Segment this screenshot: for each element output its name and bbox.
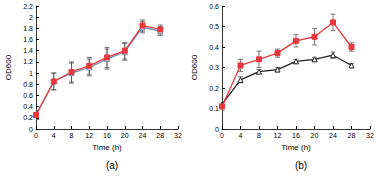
svg-text:0.4: 0.4 [209, 44, 219, 51]
svg-text:4: 4 [239, 132, 243, 139]
svg-text:32: 32 [366, 132, 374, 139]
svg-text:0.5: 0.5 [209, 23, 219, 30]
svg-text:20: 20 [311, 132, 319, 139]
svg-text:4: 4 [52, 132, 56, 139]
svg-text:0.4: 0.4 [23, 103, 33, 110]
svg-text:2: 2 [29, 14, 33, 21]
svg-text:0.2: 0.2 [209, 85, 219, 92]
svg-text:0: 0 [215, 126, 219, 133]
svg-text:OD600: OD600 [190, 54, 199, 80]
svg-text:1.2: 1.2 [23, 58, 33, 65]
svg-text:1: 1 [29, 70, 33, 77]
svg-text:16: 16 [292, 132, 300, 139]
svg-text:1.6: 1.6 [23, 36, 33, 43]
svg-text:(a): (a) [106, 160, 118, 171]
svg-text:28: 28 [348, 132, 356, 139]
svg-text:(b): (b) [295, 160, 307, 171]
svg-text:2.2: 2.2 [23, 3, 33, 10]
svg-text:OD600: OD600 [4, 54, 13, 80]
svg-text:0: 0 [34, 132, 38, 139]
svg-text:1.4: 1.4 [23, 47, 33, 54]
svg-text:24: 24 [329, 132, 337, 139]
svg-text:24: 24 [139, 132, 147, 139]
svg-text:12: 12 [274, 132, 282, 139]
svg-text:0.6: 0.6 [209, 3, 219, 10]
svg-text:16: 16 [103, 132, 111, 139]
svg-text:28: 28 [156, 132, 164, 139]
svg-text:Time (h): Time (h) [281, 143, 311, 152]
svg-text:0.3: 0.3 [209, 64, 219, 71]
svg-text:0.2: 0.2 [23, 114, 33, 121]
svg-text:0: 0 [29, 126, 33, 133]
svg-text:8: 8 [70, 132, 74, 139]
svg-text:0.1: 0.1 [209, 105, 219, 112]
svg-text:20: 20 [121, 132, 129, 139]
svg-text:32: 32 [174, 132, 182, 139]
svg-text:0.6: 0.6 [23, 92, 33, 99]
svg-text:0.8: 0.8 [23, 81, 33, 88]
svg-text:12: 12 [85, 132, 93, 139]
svg-text:Time (h): Time (h) [92, 143, 122, 152]
svg-text:1.8: 1.8 [23, 25, 33, 32]
svg-text:0: 0 [220, 132, 224, 139]
svg-text:8: 8 [257, 132, 261, 139]
